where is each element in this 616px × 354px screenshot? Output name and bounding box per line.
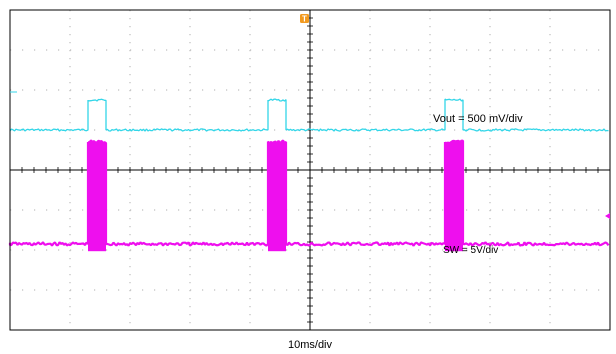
trigger-marker: [300, 14, 309, 23]
x-axis-label: 10ms/div: [288, 339, 333, 351]
traces: [8, 98, 610, 252]
sw-pulse: [445, 142, 463, 252]
grid: [9, 9, 611, 331]
series-label-vout: Vout = 500 mV/div: [433, 113, 523, 125]
trigger-marker-label: T: [302, 15, 307, 24]
sw-pulse: [88, 142, 106, 252]
markers: T: [10, 14, 610, 219]
screen-frame: [9, 9, 611, 331]
trace-sw: [8, 139, 610, 247]
ch2-offset-marker: [605, 213, 610, 219]
trace-vout: [9, 98, 609, 132]
sw-pulse: [268, 142, 286, 252]
series-label-sw: SW = 5V/div: [443, 245, 498, 256]
